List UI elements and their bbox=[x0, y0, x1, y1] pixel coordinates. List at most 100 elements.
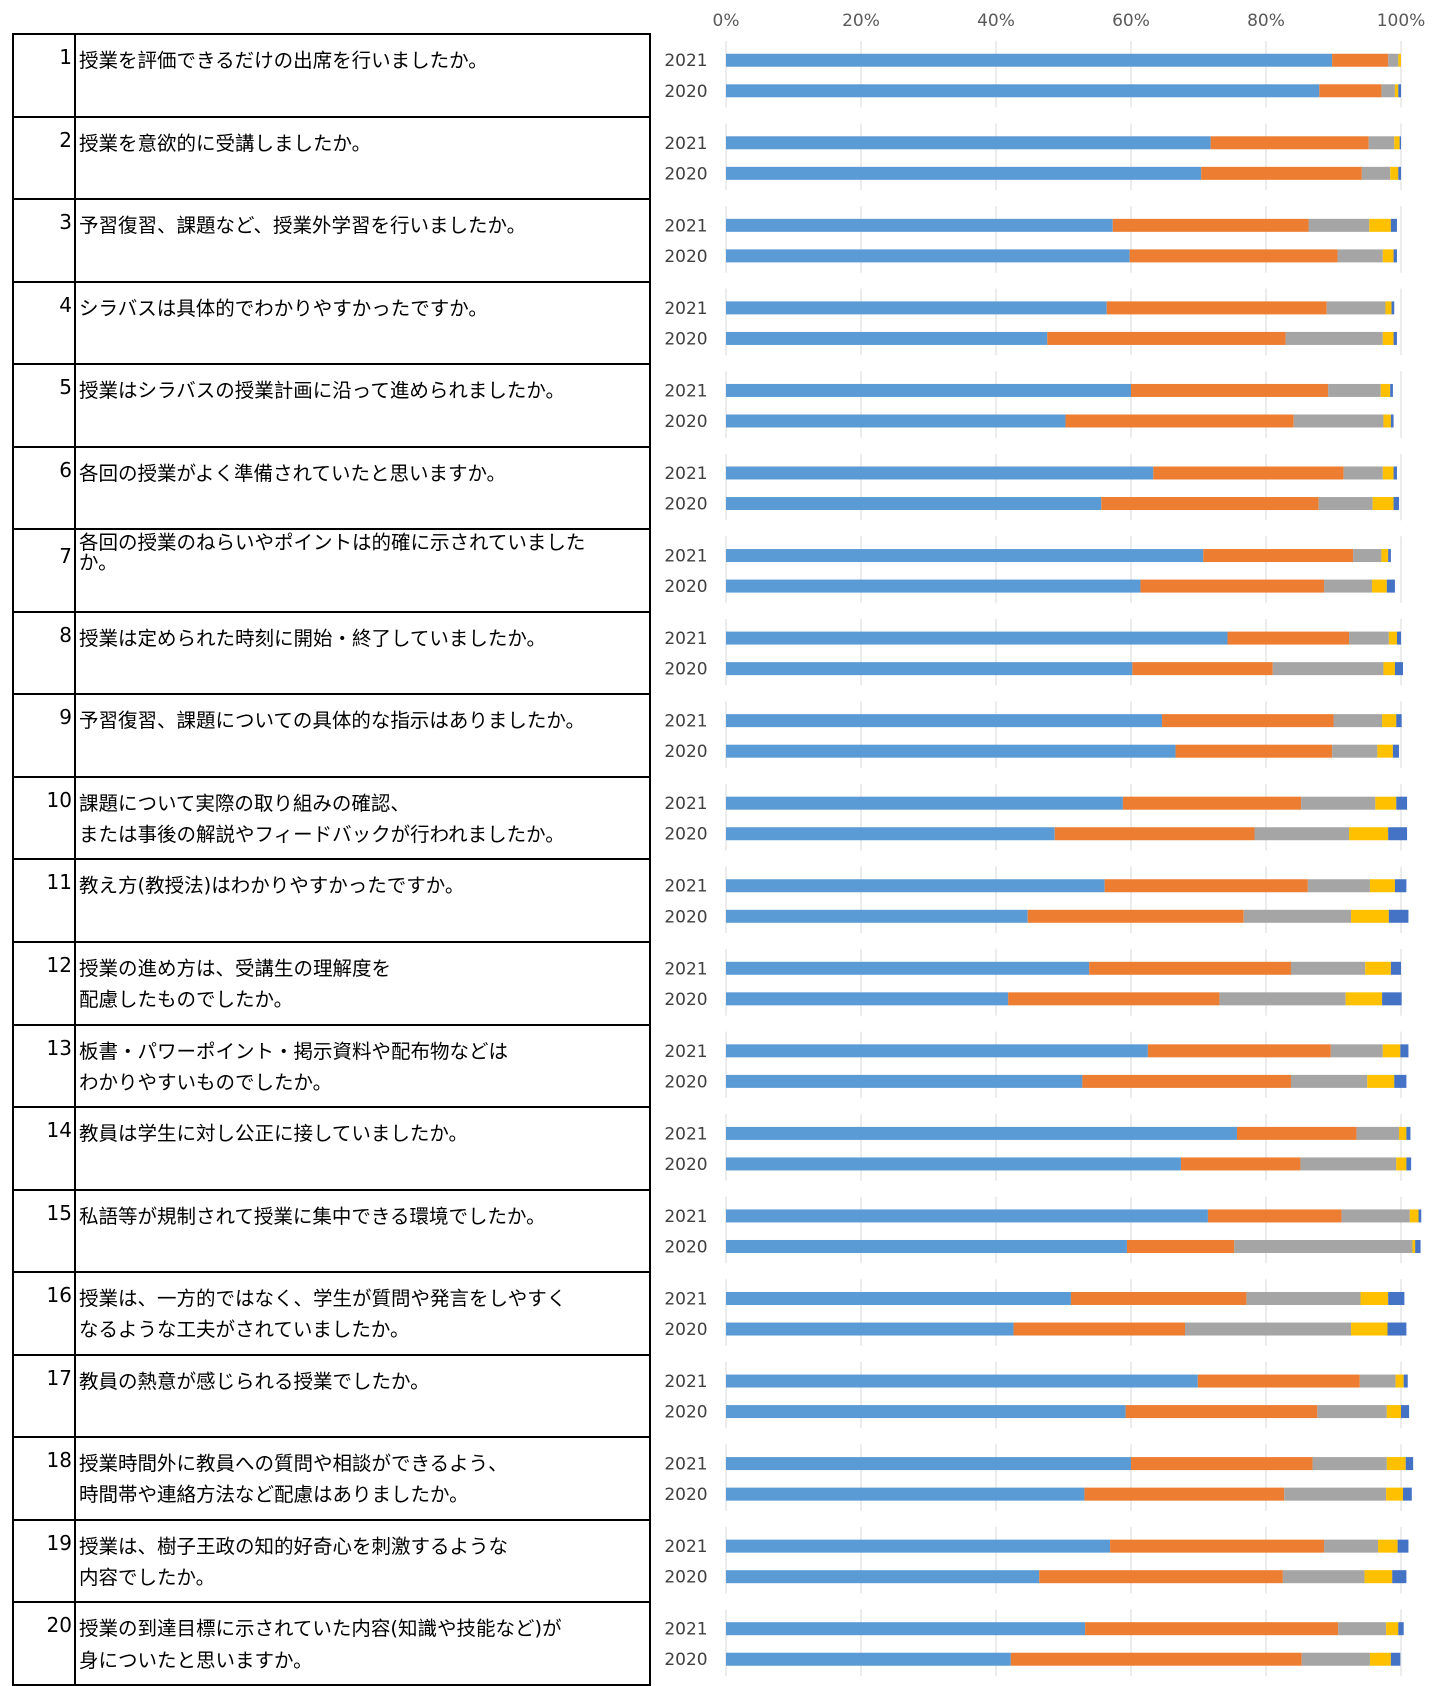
bar-segment bbox=[1131, 1457, 1313, 1471]
question-text: 各回の授業のねらいやポイントは的確に示されていました か。 bbox=[74, 528, 651, 613]
question-number: 11 bbox=[12, 858, 76, 944]
bar-segment bbox=[726, 1322, 1014, 1336]
bar-segment bbox=[726, 1539, 1111, 1553]
bar-segment bbox=[726, 1652, 1011, 1666]
bar-segment bbox=[1227, 631, 1350, 645]
question-number: 14 bbox=[12, 1106, 76, 1191]
bar-segment bbox=[726, 1044, 1148, 1058]
bar-segment bbox=[1312, 1457, 1387, 1471]
question-bars: 2021 2020 bbox=[664, 288, 1402, 356]
question-text: 予習復習、課題についての具体的な指示はありましたか。 bbox=[74, 693, 651, 778]
bar-segment bbox=[1122, 796, 1302, 810]
question-number: 10 bbox=[12, 775, 76, 861]
bar-segment bbox=[726, 909, 1028, 923]
bar-segment bbox=[1388, 909, 1409, 923]
bar-segment bbox=[726, 827, 1055, 841]
bar-segment bbox=[1301, 796, 1376, 810]
bar-segment bbox=[726, 136, 1211, 150]
year-label: 2020 bbox=[664, 660, 707, 680]
bar-segment bbox=[1382, 992, 1402, 1006]
bar-segment bbox=[1285, 331, 1383, 345]
question-number: 6 bbox=[12, 445, 76, 531]
year-label: 2020 bbox=[664, 1403, 707, 1423]
bar-segment bbox=[1390, 414, 1394, 428]
bar-segment bbox=[1382, 1044, 1401, 1058]
question-line: 授業は、一方的ではなく、学生が質問や発言をしやすく bbox=[79, 1287, 567, 1311]
bar-segment bbox=[1010, 1652, 1302, 1666]
question-row: 3 予習復習、課題など、授業外学習を行いましたか。 bbox=[12, 198, 651, 283]
bar-segment bbox=[726, 579, 1141, 593]
bar-segment bbox=[1390, 961, 1401, 975]
question-text: 板書・パワーポイント・掲示資料や配布物などは わかりやすいものでしたか。 bbox=[74, 1023, 651, 1109]
year-label: 2021 bbox=[664, 1289, 707, 1309]
bar-segment bbox=[1392, 744, 1399, 758]
bar-segment bbox=[1243, 909, 1352, 923]
bar-segment bbox=[1388, 631, 1397, 645]
bar-segment bbox=[1301, 1652, 1370, 1666]
question-row: 12 授業の進め方は、受講生の理解度を 配慮したものでしたか。 bbox=[12, 941, 651, 1026]
bar-segment bbox=[1406, 1157, 1412, 1171]
bar-segment bbox=[1382, 466, 1394, 480]
bar-segment bbox=[1412, 1239, 1416, 1253]
bar-segment bbox=[1382, 249, 1394, 263]
bar-segment bbox=[1398, 1622, 1404, 1636]
bar-segment bbox=[1398, 1126, 1407, 1140]
year-label: 2021 bbox=[664, 712, 707, 732]
bar-segment bbox=[1351, 909, 1389, 923]
year-label: 2020 bbox=[664, 1072, 707, 1092]
bar-segment bbox=[1131, 383, 1329, 397]
question-text: 課題について実際の取り組みの確認、 または事後の解説やフィードバックが行われました… bbox=[74, 775, 651, 861]
bar-segment bbox=[1405, 1457, 1414, 1471]
question-number: 3 bbox=[12, 198, 76, 283]
bar-segment bbox=[1394, 136, 1400, 150]
bar-segment bbox=[1319, 84, 1382, 98]
question-text: 教員の熱意が感じられる授業でしたか。 bbox=[74, 1353, 651, 1439]
question-bars: 2021 2020 bbox=[664, 1361, 1410, 1429]
question-line: 各回の授業のねらいやポイントは的確に示されていました bbox=[79, 531, 586, 555]
bar-segment bbox=[726, 218, 1113, 232]
bar-segment bbox=[1246, 1291, 1361, 1305]
question-line: 教員は学生に対し公正に接していましたか。 bbox=[79, 1122, 469, 1146]
year-label: 2021 bbox=[664, 1455, 707, 1475]
question-text: 授業は、一方的ではなく、学生が質問や発言をしやすく なるような工夫がされていました… bbox=[74, 1271, 651, 1356]
bar-segment bbox=[1106, 301, 1327, 315]
question-row: 7 各回の授業のねらいやポイントは的確に示されていました か。 bbox=[12, 528, 651, 613]
bar-segment bbox=[1272, 662, 1384, 676]
bar-segment bbox=[1290, 1074, 1368, 1088]
bar-segment bbox=[726, 166, 1202, 180]
bar-segment bbox=[1293, 414, 1384, 428]
bar-segment bbox=[726, 497, 1102, 511]
year-label: 2020 bbox=[664, 82, 707, 102]
bar-segment bbox=[1393, 497, 1399, 511]
bar-segment bbox=[1380, 383, 1391, 397]
bar-segment bbox=[726, 662, 1133, 676]
question-bars: 2021 2020 bbox=[664, 1444, 1414, 1511]
bar-segment bbox=[726, 1239, 1127, 1253]
bar-segment bbox=[1382, 714, 1397, 728]
year-label: 2021 bbox=[664, 794, 707, 814]
question-line: 時間帯や連絡方法など配慮はありましたか。 bbox=[79, 1483, 469, 1507]
bar-segment bbox=[1381, 549, 1389, 563]
year-label: 2021 bbox=[664, 629, 707, 649]
question-row: 11 教え方(教授法)はわかりやすかったですか。 bbox=[12, 858, 651, 944]
question-number: 4 bbox=[12, 280, 76, 366]
question-text: 授業の到達目標に示されていた内容(知識や技能など)が 身についたと思いますか。 bbox=[74, 1601, 651, 1686]
question-number: 17 bbox=[12, 1353, 76, 1439]
bar-segment bbox=[1398, 84, 1401, 98]
bar-segment bbox=[1153, 466, 1344, 480]
bar-segment bbox=[1234, 1239, 1413, 1253]
question-line: 授業の進め方は、受講生の理解度を bbox=[79, 957, 392, 981]
question-line: 授業はシラバスの授業計画に沿って進められましたか。 bbox=[79, 379, 565, 403]
question-text: 授業を評価できるだけの出席を行いましたか。 bbox=[74, 33, 651, 118]
question-number: 19 bbox=[12, 1518, 76, 1604]
bar-segment bbox=[1360, 1291, 1389, 1305]
year-label: 2021 bbox=[664, 134, 707, 154]
bar-segment bbox=[726, 961, 1090, 975]
bar-segment bbox=[1349, 827, 1389, 841]
question-table: 1 授業を評価できるだけの出席を行いましたか。 2 授業を意欲的に受講しましたか。 3 予… bbox=[12, 33, 651, 1686]
bar-segment bbox=[1393, 331, 1397, 345]
bar-segment bbox=[1039, 1570, 1283, 1584]
question-text: 授業の進め方は、受講生の理解度を 配慮したものでしたか。 bbox=[74, 941, 651, 1026]
bar-segment bbox=[1369, 1652, 1391, 1666]
question-number: 15 bbox=[12, 1188, 76, 1274]
